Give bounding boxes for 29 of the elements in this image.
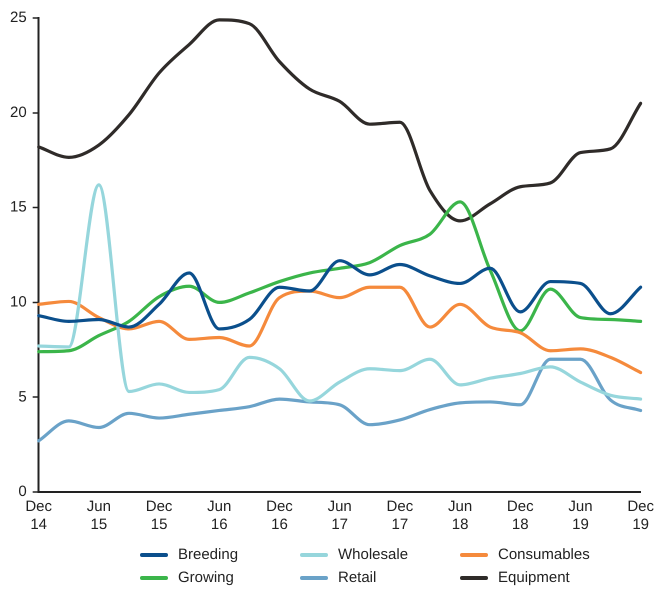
y-tick-label: 10	[10, 294, 27, 311]
x-tick-label: Jun 15	[86, 498, 111, 534]
line-series	[37, 358, 642, 442]
line-series	[37, 259, 642, 331]
y-tick-label: 20	[10, 104, 27, 121]
x-tick-label: Dec 19	[627, 498, 654, 534]
line-series	[37, 286, 642, 374]
line-series	[37, 18, 642, 222]
x-tick-label: Dec 17	[386, 498, 414, 534]
legend-label: Consumables	[498, 546, 590, 563]
y-tick-label: 0	[18, 483, 27, 500]
x-tick-label: Jun 17	[328, 498, 352, 534]
y-tick-label: 5	[18, 388, 27, 406]
x-tick-label: Dec 16	[266, 498, 294, 534]
legend-label: Retail	[338, 569, 376, 586]
x-tick-label: Dec 15	[146, 498, 173, 534]
y-tick-label: 15	[10, 198, 27, 216]
y-tick-label: 25	[10, 9, 27, 26]
legend-label: Breeding	[178, 546, 238, 563]
x-tick-label: Jun 19	[568, 498, 593, 534]
legend-label: Wholesale	[338, 546, 408, 563]
x-tick-label: Dec 14	[25, 498, 53, 534]
x-tick-label: Dec 18	[506, 498, 534, 534]
legend-label: Equipment	[498, 569, 570, 586]
legend-label: Growing	[178, 569, 234, 586]
line-series	[37, 183, 642, 403]
x-tick-label: Jun 18	[448, 498, 472, 534]
line-series	[37, 200, 642, 354]
x-tick-label: Jun 16	[207, 498, 232, 534]
